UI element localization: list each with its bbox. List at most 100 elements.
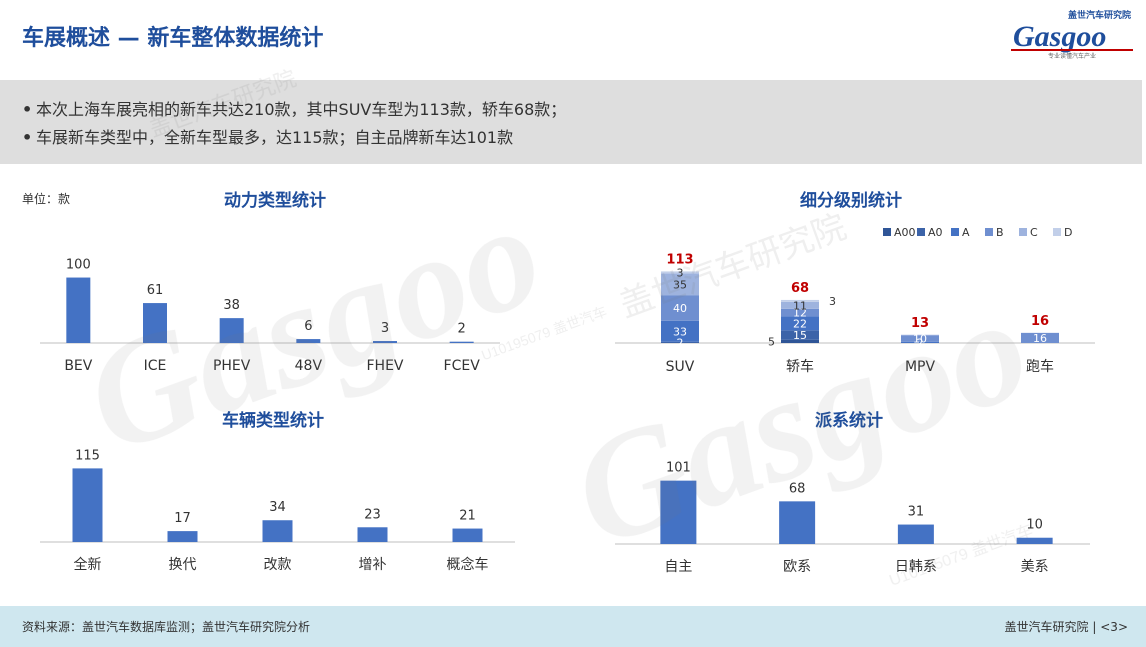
segment-label: 15 [793,329,807,342]
data-label: 17 [174,511,191,526]
summary-item: • 本次上海车展亮相的新车共达210款，其中SUV车型为113款，轿车68款； [22,100,567,119]
legend-label: A00 [894,226,916,239]
stacked-segment [1021,332,1059,343]
vehicle-type-chart: 115 全新 17 换代 34 改款 23 增补 21 概念车 [40,448,515,573]
tick-label: MPV [905,359,936,375]
data-label: 68 [789,481,806,496]
tick-label: 轿车 [786,358,814,375]
stacked-segment [661,271,699,274]
tick-label: 概念车 [447,556,489,573]
unit-label: 单位：款 [22,192,71,206]
stacked-segment [781,339,819,343]
bar [219,318,244,343]
total-label: 16 [1031,314,1049,329]
tick-label: PHEV [213,358,251,374]
logo-graphic: 盖世汽车研究院 Gasgoo 专业读懂汽车产业 [1011,9,1133,60]
legend-label: A [962,226,970,239]
tick-label: BEV [64,358,92,374]
segment-label: 16 [1033,332,1047,345]
tick-label: 自主 [664,559,692,575]
tick-label: 全新 [74,556,102,573]
summary-item: • 车展新车类型中，全新车型最多，达115款；自主品牌新车达101款 [22,128,514,147]
bar [779,501,816,544]
gasgoo-logo: 盖世汽车研究院 Gasgoo 专业读懂汽车产业 [1005,4,1139,60]
data-label: 10 [1026,518,1043,533]
segment-label: 33 [673,325,687,338]
bar [660,480,697,544]
tick-label: FCEV [444,358,481,374]
summary-text: 本次上海车展亮相的新车共达210款，其中SUV车型为113款，轿车68款； [36,100,567,119]
bar [66,277,91,343]
bar [296,339,321,343]
segment-label: 12 [793,307,807,320]
legend-swatch [985,228,993,236]
data-label: 3 [381,321,389,336]
stacked-segment [781,299,819,302]
tick-label: SUV [666,359,695,375]
stacked-segment [661,273,699,296]
summary-text: 车展新车类型中，全新车型最多，达115款；自主品牌新车达101款 [36,128,514,147]
legend-swatch [951,228,959,236]
segment-label: 3 [677,266,684,279]
legend-swatch [1053,228,1061,236]
faction-chart: 101 自主 68 欧系 31 日韩系 10 美系 [615,461,1090,575]
page-number: <3> [1100,620,1128,634]
legend-label: C [1030,226,1038,239]
bar [449,341,474,343]
bar [72,468,103,542]
total-label: 68 [791,281,809,296]
tick-label: 改款 [264,557,292,573]
bar [1016,537,1053,544]
chart-title-segment: 细分级别统计 [800,191,902,211]
segment-label: 10 [913,333,927,346]
data-label: 34 [269,500,286,515]
bar [452,528,483,542]
tick-label: 48V [295,358,323,374]
legend-swatch [1019,228,1027,236]
tick-label: 欧系 [783,559,811,575]
legend-label: B [996,226,1004,239]
summary-band: • 本次上海车展亮相的新车共达210款，其中SUV车型为113款，轿车68款； •… [0,80,1142,164]
tick-label: 增补 [359,557,387,573]
segment-label: 22 [793,317,807,330]
tick-label: 日韩系 [895,559,937,575]
logo-cn-text: 盖世汽车研究院 [1068,9,1131,20]
stacked-segment [901,341,939,343]
tick-label: 跑车 [1026,358,1054,375]
data-label: 61 [147,283,164,298]
stacked-segment [661,320,699,342]
stacked-segment [901,335,939,342]
data-label: 101 [666,461,691,476]
bar [262,520,293,542]
power-type-chart: 100 BEV 61 ICE 38 PHEV 6 48V 3 FHEV 2 FCEV [40,258,500,374]
tick-label: 换代 [169,556,197,573]
page-title: 车展概述 — 新车整体数据统计 [22,26,324,51]
legend-swatch [883,228,891,236]
data-label: 115 [75,448,100,463]
stacked-segment [781,316,819,331]
bar [167,531,198,542]
chart-title-faction: 派系统计 [815,411,883,431]
data-label: 31 [908,505,925,520]
tick-label: FHEV [366,358,403,374]
stacked-segment [901,334,939,336]
legend-label: D [1064,226,1072,239]
footer-org-name: 盖世汽车研究院 [1004,620,1089,634]
logo-wordmark: Gasgoo [1013,20,1106,53]
footer-source: 资料来源：盖世汽车数据库监测；盖世汽车研究院分析 [22,620,311,634]
bar [357,527,388,542]
data-label: 23 [364,507,381,522]
stacked-segment [781,308,819,317]
bar [143,303,167,343]
stacked-segment [661,295,699,321]
tick-label: ICE [144,358,167,374]
logo-tagline: 专业读懂汽车产业 [1048,52,1096,60]
segment-label: 5 [768,335,775,348]
segment-label: 35 [673,278,687,291]
total-label: 13 [911,316,929,331]
segment-label: 3 [829,295,836,308]
legend-swatch [917,228,925,236]
segment-label: 2 [917,336,924,349]
segment-label: 11 [793,299,807,312]
stacked-segment [661,341,699,343]
